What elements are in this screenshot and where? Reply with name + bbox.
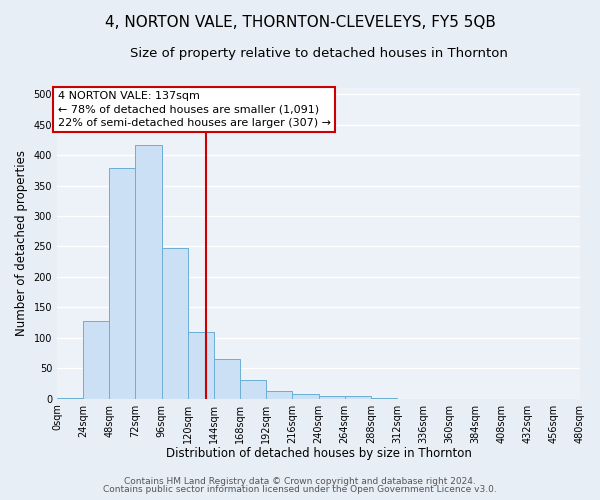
Text: 4 NORTON VALE: 137sqm
← 78% of detached houses are smaller (1,091)
22% of semi-d: 4 NORTON VALE: 137sqm ← 78% of detached … [58,91,331,128]
Bar [266,391,292,398]
Title: Size of property relative to detached houses in Thornton: Size of property relative to detached ho… [130,48,508,60]
Bar [188,332,214,398]
Text: Contains public sector information licensed under the Open Government Licence v3: Contains public sector information licen… [103,485,497,494]
Text: Contains HM Land Registry data © Crown copyright and database right 2024.: Contains HM Land Registry data © Crown c… [124,477,476,486]
Bar [136,144,161,398]
Bar [344,396,371,398]
Bar [161,248,188,398]
Bar [214,359,240,399]
Bar [109,168,136,398]
Bar [292,394,319,398]
X-axis label: Distribution of detached houses by size in Thornton: Distribution of detached houses by size … [166,447,472,460]
Bar [319,396,344,398]
Bar [83,321,109,398]
Y-axis label: Number of detached properties: Number of detached properties [15,150,28,336]
Bar [240,380,266,398]
Text: 4, NORTON VALE, THORNTON-CLEVELEYS, FY5 5QB: 4, NORTON VALE, THORNTON-CLEVELEYS, FY5 … [104,15,496,30]
